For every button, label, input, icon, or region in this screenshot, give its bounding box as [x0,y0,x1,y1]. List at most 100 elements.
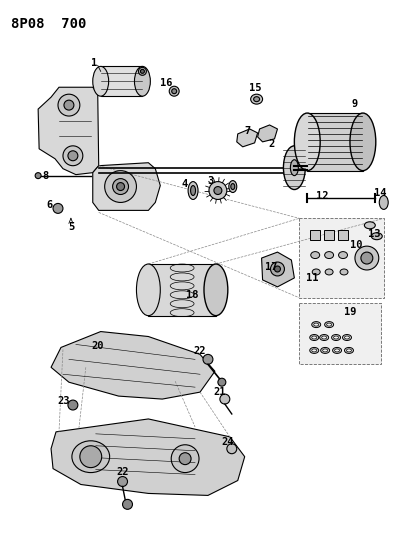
Circle shape [171,445,199,473]
Ellipse shape [295,113,320,171]
Text: 18: 18 [186,290,198,300]
Ellipse shape [312,269,320,275]
Ellipse shape [350,113,376,171]
Ellipse shape [321,348,330,353]
Ellipse shape [325,252,334,259]
Circle shape [169,86,179,96]
Polygon shape [261,252,295,287]
Ellipse shape [327,323,332,326]
Ellipse shape [204,264,228,316]
Bar [307,113,363,171]
Circle shape [80,446,102,467]
Bar [299,219,384,298]
Ellipse shape [345,336,349,339]
Text: 23: 23 [58,396,70,406]
Ellipse shape [325,321,334,328]
Ellipse shape [320,335,328,341]
Ellipse shape [311,252,320,259]
Bar [101,67,143,96]
Ellipse shape [379,196,388,209]
Ellipse shape [332,335,341,341]
Polygon shape [258,125,278,142]
Circle shape [220,394,230,404]
Ellipse shape [345,348,354,353]
Circle shape [139,67,146,75]
Text: 11: 11 [306,273,318,283]
Text: 9: 9 [352,99,358,109]
Circle shape [214,187,222,195]
Ellipse shape [343,335,351,341]
Text: 21: 21 [214,387,226,397]
Text: 22: 22 [194,346,206,357]
Ellipse shape [310,348,319,353]
Ellipse shape [191,185,196,196]
Text: 16: 16 [160,78,173,88]
Text: 3: 3 [207,175,213,185]
Text: 10: 10 [350,240,362,250]
Ellipse shape [135,67,150,96]
Text: 24: 24 [221,437,234,447]
Text: 2: 2 [268,139,275,149]
Text: 7: 7 [244,126,251,136]
Ellipse shape [188,182,198,199]
Ellipse shape [72,441,109,473]
Ellipse shape [254,96,260,102]
Circle shape [117,183,124,190]
Bar [324,230,334,240]
Circle shape [274,266,280,272]
Circle shape [271,262,284,276]
Ellipse shape [312,349,317,352]
Circle shape [68,400,78,410]
Circle shape [179,453,191,465]
Circle shape [58,94,80,116]
Text: 15: 15 [249,83,262,93]
Circle shape [118,477,128,487]
Ellipse shape [340,269,348,275]
Ellipse shape [371,233,382,240]
Circle shape [203,354,213,365]
Ellipse shape [335,349,339,352]
Circle shape [53,204,63,213]
Ellipse shape [347,349,351,352]
Ellipse shape [312,336,317,339]
Bar [299,303,381,365]
Text: 8: 8 [42,171,48,181]
Ellipse shape [314,323,319,326]
Bar [338,230,348,240]
Circle shape [122,499,133,510]
Circle shape [141,69,144,74]
Text: 12: 12 [316,191,328,201]
Text: 17: 17 [265,262,278,272]
Text: 4: 4 [182,179,188,189]
Ellipse shape [339,252,347,259]
Polygon shape [237,129,258,147]
Text: 20: 20 [91,342,104,351]
Circle shape [218,378,226,386]
Circle shape [64,100,74,110]
Circle shape [227,444,237,454]
Polygon shape [93,163,160,211]
Circle shape [35,173,41,179]
Circle shape [209,182,227,199]
Circle shape [63,146,83,166]
Text: 8P08  700: 8P08 700 [11,17,87,31]
Ellipse shape [325,269,333,275]
Text: 22: 22 [116,466,129,477]
Text: 14: 14 [374,188,386,198]
Ellipse shape [229,181,237,192]
Ellipse shape [322,336,327,339]
Ellipse shape [334,336,339,339]
Circle shape [355,246,379,270]
Ellipse shape [137,264,160,316]
Ellipse shape [323,349,328,352]
Circle shape [68,151,78,161]
Ellipse shape [231,183,235,190]
Text: 5: 5 [68,222,74,232]
Ellipse shape [93,67,109,96]
Text: 1: 1 [90,59,97,68]
Ellipse shape [332,348,341,353]
Bar [310,230,320,240]
Ellipse shape [310,335,319,341]
Circle shape [172,88,177,94]
Text: 13: 13 [368,229,380,239]
